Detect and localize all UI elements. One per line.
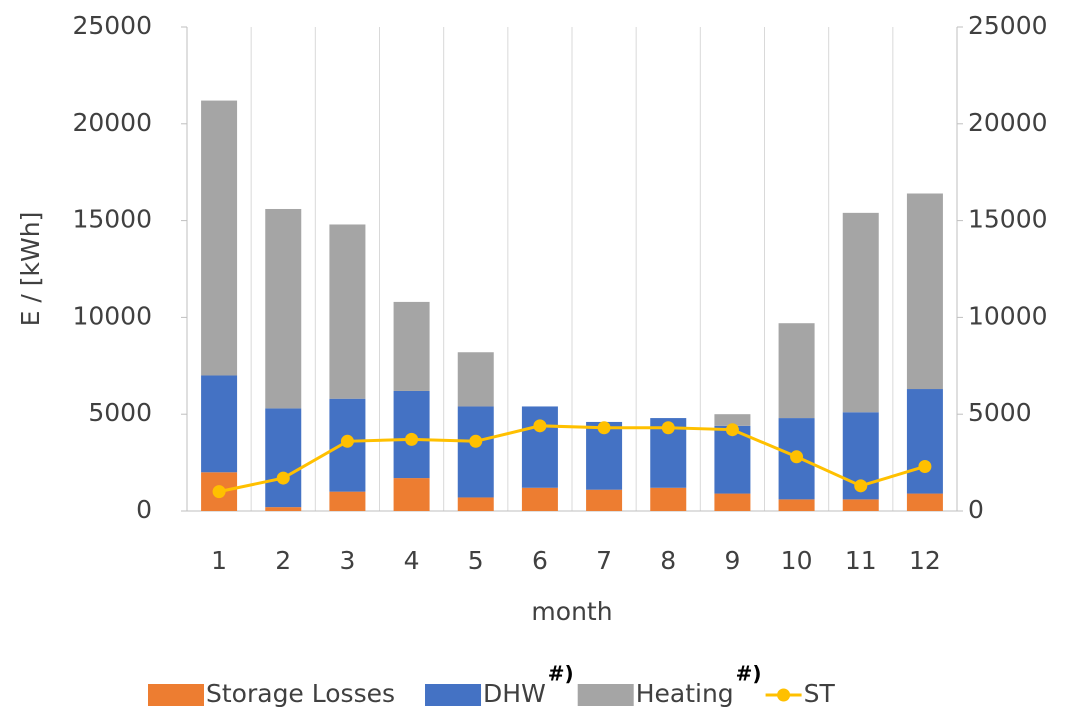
line-marker xyxy=(405,432,419,446)
line-marker xyxy=(661,421,675,435)
legend-label: DHW xyxy=(483,679,546,708)
legend-swatch xyxy=(148,684,204,706)
x-tick-label: 11 xyxy=(845,546,877,575)
legend-note: #) xyxy=(548,662,574,686)
bar xyxy=(201,375,238,473)
x-tick-label: 8 xyxy=(660,546,676,575)
y-tick-label: 25000 xyxy=(72,11,152,40)
y2-tick-label: 10000 xyxy=(968,301,1048,330)
legend: Storage Losses DHW#)Heating#)ST xyxy=(148,662,836,708)
x-tick-label: 10 xyxy=(781,546,813,575)
y2-tick-label: 5000 xyxy=(968,398,1032,427)
bar xyxy=(457,497,494,511)
line-marker xyxy=(276,471,290,485)
bar xyxy=(714,425,751,494)
y-tick-label: 20000 xyxy=(72,108,152,137)
y2-tick-label: 20000 xyxy=(968,108,1048,137)
bar xyxy=(650,487,687,511)
y-tick-label: 10000 xyxy=(72,301,152,330)
x-tick-label: 6 xyxy=(532,546,548,575)
y2-tick-label: 0 xyxy=(968,495,984,524)
line-marker xyxy=(597,421,611,435)
x-tick-label: 1 xyxy=(211,546,227,575)
legend-swatch xyxy=(425,684,482,706)
bar xyxy=(586,489,623,511)
y-tick-label: 5000 xyxy=(88,398,152,427)
legend-note: #) xyxy=(736,662,762,686)
y-tick-label: 0 xyxy=(136,495,152,524)
y2-tick-label: 15000 xyxy=(968,205,1048,234)
line-marker xyxy=(854,479,868,493)
line-marker xyxy=(725,423,739,437)
line-marker xyxy=(790,450,804,464)
bar xyxy=(778,323,815,419)
y2-tick-label: 25000 xyxy=(968,11,1048,40)
x-tick-label: 3 xyxy=(339,546,355,575)
legend-label: ST xyxy=(804,679,836,708)
x-tick-label: 5 xyxy=(468,546,484,575)
bar xyxy=(393,301,430,391)
x-tick-label: 9 xyxy=(724,546,740,575)
bar xyxy=(329,224,366,399)
x-tick-label: 4 xyxy=(404,546,420,575)
x-axis-label: month xyxy=(531,597,612,626)
bar xyxy=(714,414,751,426)
bar xyxy=(521,406,558,488)
x-tick-label: 12 xyxy=(909,546,941,575)
bar xyxy=(329,491,366,511)
bar xyxy=(457,406,494,498)
bar xyxy=(842,499,879,511)
bar xyxy=(906,193,943,390)
y-axis-label: E / [kWh] xyxy=(16,212,45,327)
x-tick-label: 2 xyxy=(275,546,291,575)
y-tick-label: 15000 xyxy=(72,205,152,234)
bar xyxy=(265,208,302,409)
line-marker xyxy=(918,459,932,473)
legend-label: Storage Losses xyxy=(206,679,395,708)
bar xyxy=(521,487,558,511)
bar xyxy=(457,352,494,407)
bar xyxy=(265,507,302,511)
line-marker xyxy=(469,434,483,448)
bar xyxy=(393,478,430,511)
bar xyxy=(265,408,302,508)
bar xyxy=(778,499,815,511)
bar xyxy=(906,389,943,494)
legend-swatch xyxy=(777,688,791,702)
legend-label: Heating xyxy=(636,679,734,708)
line xyxy=(218,424,926,494)
line-marker xyxy=(340,434,354,448)
legend-swatch xyxy=(577,684,634,706)
bar xyxy=(842,212,879,413)
bar xyxy=(906,493,943,511)
line-marker xyxy=(533,419,547,433)
x-tick-label: 7 xyxy=(596,546,612,575)
bar xyxy=(201,100,238,376)
line-marker xyxy=(212,485,226,499)
bar xyxy=(714,493,751,511)
